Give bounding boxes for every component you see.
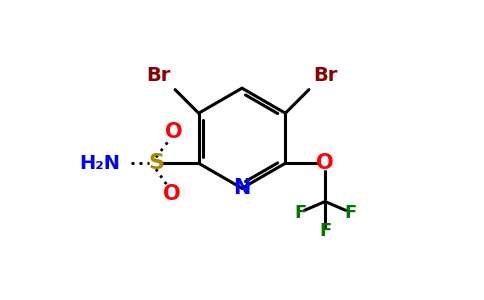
Text: Br: Br [146, 66, 171, 85]
Text: O: O [316, 153, 334, 173]
Text: S: S [148, 153, 164, 173]
Text: Br: Br [313, 66, 338, 85]
Text: O: O [165, 122, 182, 142]
Text: O: O [163, 184, 181, 204]
Text: H₂N: H₂N [80, 154, 121, 173]
Text: F: F [294, 204, 306, 222]
Text: F: F [319, 222, 331, 240]
Text: N: N [233, 178, 251, 198]
Text: F: F [344, 204, 356, 222]
